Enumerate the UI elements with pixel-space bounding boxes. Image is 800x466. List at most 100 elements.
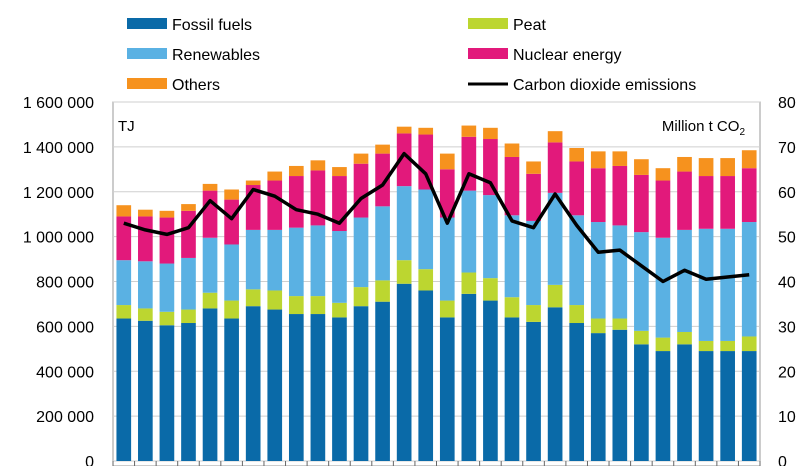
bar-segment-others bbox=[590, 151, 606, 169]
right-tick-label: 10 bbox=[778, 409, 796, 426]
legend-label-peat: Peat bbox=[513, 17, 546, 34]
right-tick-label: 40 bbox=[778, 275, 796, 292]
bar-segment-fossil bbox=[612, 329, 628, 461]
bar-segment-fossil bbox=[245, 306, 261, 461]
bar-segment-renewables bbox=[483, 195, 498, 279]
co2-line-layer bbox=[123, 151, 750, 284]
bar-segment-renewables bbox=[698, 228, 714, 341]
legend-swatch-others bbox=[127, 78, 167, 89]
bar-segment-peat bbox=[612, 318, 628, 330]
bar-segment-fossil bbox=[504, 317, 520, 461]
legend-label-fossil-fuels: Fossil fuels bbox=[172, 17, 252, 34]
bar-segment-others bbox=[375, 144, 390, 154]
bar-segment-renewables bbox=[526, 220, 541, 306]
bar-segment-others bbox=[418, 127, 434, 135]
bar-segment-fossil bbox=[181, 323, 196, 461]
bar-segment-renewables bbox=[353, 217, 369, 288]
bar-segment-others bbox=[181, 204, 196, 211]
right-tick-label: 50 bbox=[778, 230, 796, 247]
right-tick-label: 70 bbox=[778, 140, 796, 157]
legend-label-nuclear: Nuclear energy bbox=[513, 47, 622, 64]
bar-segment-fossil bbox=[310, 314, 326, 461]
bar-segment-others bbox=[439, 153, 455, 170]
bar-segment-peat bbox=[245, 289, 261, 307]
bar-segment-renewables bbox=[547, 192, 563, 285]
bar-segment-peat bbox=[332, 302, 347, 318]
left-tick-label: 400 000 bbox=[36, 364, 94, 381]
right-tick-label: 60 bbox=[778, 185, 796, 202]
bar-segment-renewables bbox=[634, 232, 649, 331]
bar-segment-nuclear bbox=[526, 173, 541, 221]
bar-segment-peat bbox=[267, 290, 283, 310]
bar-segment-nuclear bbox=[138, 216, 153, 262]
right-axis-ticks: 0 10 20 30 40 50 60 70 80 bbox=[778, 95, 796, 466]
gridlines bbox=[112, 101, 761, 466]
left-tick-label: 200 000 bbox=[36, 409, 94, 426]
bar-segment-peat bbox=[310, 296, 326, 315]
right-tick-label: 0 bbox=[778, 454, 787, 466]
bar-segment-renewables bbox=[461, 190, 477, 273]
bar-segment-nuclear bbox=[483, 139, 498, 196]
bar-segment-renewables bbox=[181, 257, 196, 310]
bar-segment-others bbox=[720, 158, 735, 177]
bar-segment-fossil bbox=[375, 301, 390, 461]
bar-segment-peat bbox=[116, 305, 132, 319]
bar-segment-peat bbox=[483, 278, 498, 301]
bar-segment-fossil bbox=[288, 314, 304, 461]
bar-segment-renewables bbox=[332, 231, 347, 303]
bar-segment-fossil bbox=[677, 344, 692, 461]
bar-segment-nuclear bbox=[720, 176, 735, 229]
bar-segment-nuclear bbox=[590, 168, 606, 223]
bar-segment-peat bbox=[655, 337, 671, 352]
bar-segment-peat bbox=[547, 284, 563, 308]
bar-segment-nuclear bbox=[181, 210, 196, 258]
bar-segment-others bbox=[483, 127, 498, 140]
bar-segment-peat bbox=[677, 331, 692, 345]
bar-segment-nuclear bbox=[677, 171, 692, 230]
bar-segment-nuclear bbox=[288, 176, 304, 228]
bar-segment-peat bbox=[288, 296, 304, 315]
bar-segment-others bbox=[569, 147, 585, 162]
legend-swatch-nuclear bbox=[468, 48, 508, 59]
bar-segment-nuclear bbox=[159, 217, 175, 264]
bar-segment-renewables bbox=[741, 222, 757, 337]
bar-segment-renewables bbox=[720, 228, 735, 341]
bar-segment-fossil bbox=[634, 344, 649, 461]
bar-segment-nuclear bbox=[396, 133, 412, 187]
bar-segment-others bbox=[159, 210, 175, 218]
bar-segment-others bbox=[612, 151, 628, 166]
bar-segment-renewables bbox=[590, 222, 606, 319]
bar-segment-fossil bbox=[526, 321, 541, 461]
bar-segment-peat bbox=[590, 318, 606, 334]
left-unit-label: TJ bbox=[118, 118, 135, 135]
left-tick-label: 1 200 000 bbox=[23, 185, 94, 202]
legend-label-renewables: Renewables bbox=[172, 47, 260, 64]
bar-segment-others bbox=[677, 156, 692, 172]
bar-segment-peat bbox=[138, 308, 153, 321]
bar-segment-fossil bbox=[116, 318, 132, 461]
bar-segment-renewables bbox=[677, 229, 692, 332]
bar-segment-nuclear bbox=[569, 161, 585, 216]
left-axis-ticks: 0 200 000 400 000 600 000 800 000 1 000 000 1 … bbox=[23, 95, 94, 466]
bar-segment-others bbox=[698, 158, 714, 177]
left-tick-label: 800 000 bbox=[36, 275, 94, 292]
bar-segment-renewables bbox=[310, 225, 326, 297]
bar-segment-fossil bbox=[202, 308, 218, 461]
bar-segment-peat bbox=[439, 300, 455, 318]
co2-emissions-line bbox=[123, 151, 750, 284]
bar-segment-others bbox=[245, 180, 261, 186]
bar-segment-nuclear bbox=[741, 168, 757, 223]
bar-segment-peat bbox=[396, 260, 412, 284]
bar-segment-peat bbox=[202, 292, 218, 309]
bar-segment-fossil bbox=[741, 351, 757, 461]
bar-segment-renewables bbox=[569, 215, 585, 306]
bar-segment-renewables bbox=[138, 261, 153, 309]
bar-segment-renewables bbox=[655, 237, 671, 338]
bar-segment-fossil bbox=[224, 318, 239, 461]
bar-segment-peat bbox=[375, 280, 390, 302]
bar-segment-fossil bbox=[332, 317, 347, 461]
right-tick-label: 80 bbox=[778, 95, 796, 112]
bar-segment-renewables bbox=[375, 206, 390, 281]
bar-segment-renewables bbox=[245, 229, 261, 290]
